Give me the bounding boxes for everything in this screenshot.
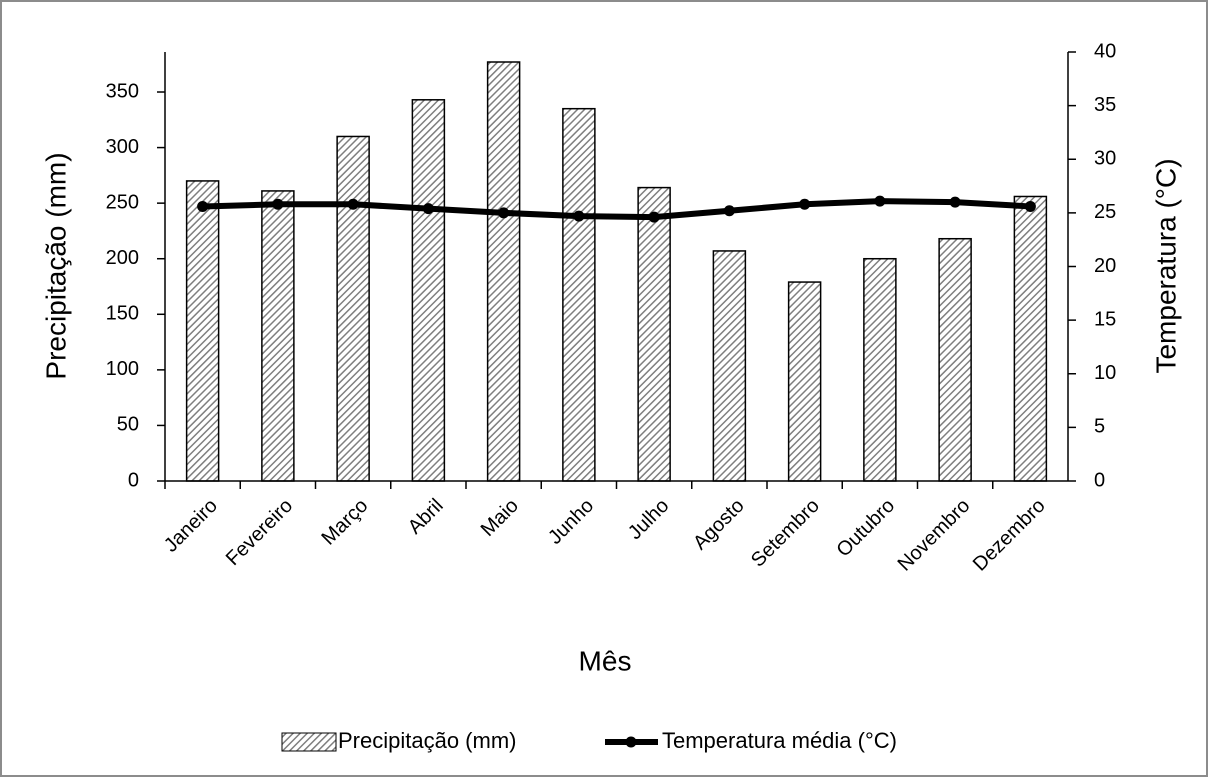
y2-tick-label: 25 bbox=[1094, 201, 1116, 223]
bar bbox=[637, 186, 671, 482]
legend-swatch bbox=[281, 732, 337, 752]
y2-tick-label: 40 bbox=[1094, 40, 1116, 62]
bar bbox=[938, 237, 972, 482]
bar bbox=[486, 61, 521, 482]
y-tick-label: 250 bbox=[106, 191, 139, 213]
y-tick-label: 50 bbox=[117, 414, 139, 436]
y2-tick-label: 35 bbox=[1094, 94, 1116, 116]
x-axis-title: Mês bbox=[579, 645, 632, 676]
marker bbox=[422, 203, 434, 215]
legend-label: Temperatura média (°C) bbox=[662, 728, 897, 753]
marker bbox=[573, 210, 585, 222]
y2-tick-label: 0 bbox=[1094, 469, 1105, 491]
y2-axis-title: Temperatura (°C) bbox=[1150, 158, 1181, 373]
y2-tick-label: 15 bbox=[1094, 308, 1116, 330]
marker bbox=[648, 211, 660, 223]
y-tick-label: 300 bbox=[106, 136, 139, 158]
marker bbox=[874, 195, 886, 207]
y-tick-label: 200 bbox=[106, 247, 139, 269]
line bbox=[202, 198, 1031, 221]
legend-label: Precipitação (mm) bbox=[338, 728, 516, 753]
marker bbox=[498, 207, 510, 219]
bar bbox=[712, 250, 747, 482]
y-axis-title: Precipitação (mm) bbox=[40, 152, 71, 379]
bar bbox=[863, 257, 897, 482]
y2-tick-label: 10 bbox=[1094, 362, 1116, 384]
marker bbox=[799, 198, 811, 210]
bar bbox=[261, 190, 295, 482]
y2-tick-label: 20 bbox=[1094, 255, 1116, 277]
y-tick-label: 350 bbox=[106, 80, 139, 102]
bar bbox=[185, 180, 220, 482]
bar bbox=[1013, 195, 1048, 482]
bar bbox=[787, 281, 822, 482]
bar bbox=[562, 107, 596, 482]
y-tick-label: 0 bbox=[128, 469, 139, 491]
y2-tick-label: 5 bbox=[1094, 416, 1105, 438]
marker bbox=[723, 205, 735, 217]
marker bbox=[197, 200, 209, 212]
marker bbox=[949, 196, 961, 208]
y-tick-label: 150 bbox=[106, 303, 139, 325]
bar bbox=[411, 99, 446, 482]
marker bbox=[272, 198, 284, 210]
y-tick-label: 100 bbox=[106, 358, 139, 380]
marker bbox=[347, 198, 359, 210]
legend-marker bbox=[625, 736, 637, 748]
marker bbox=[1024, 200, 1036, 212]
y2-tick-label: 30 bbox=[1094, 148, 1116, 170]
bar bbox=[336, 135, 370, 482]
